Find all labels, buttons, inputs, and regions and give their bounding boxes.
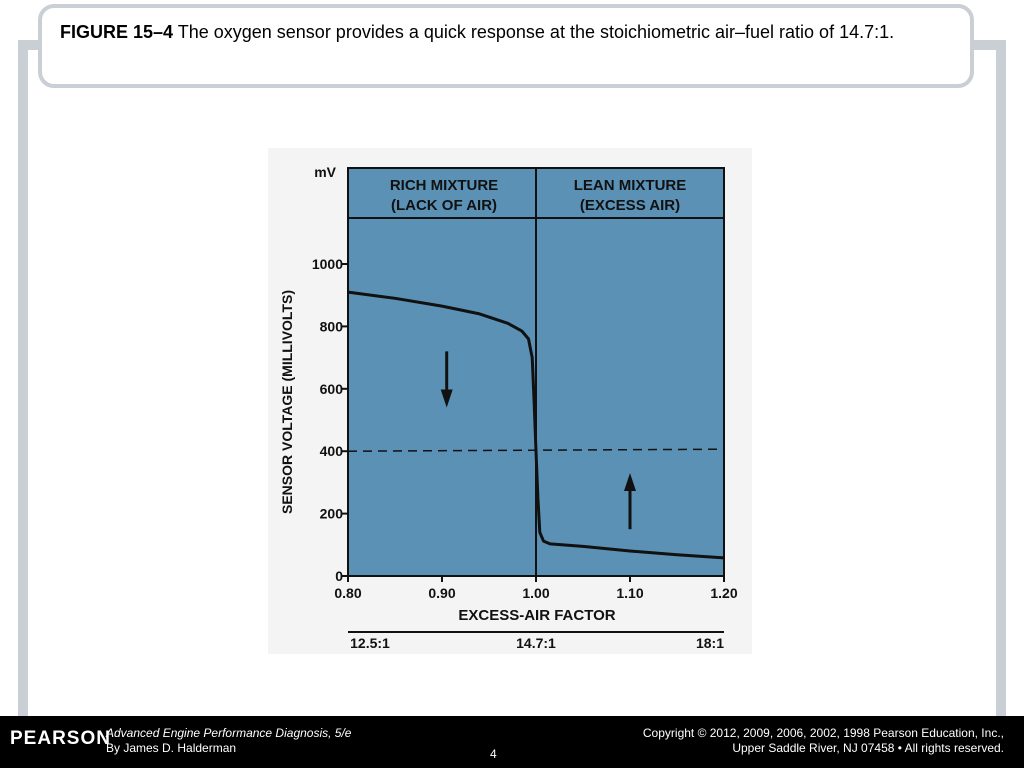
copyright-line2: Upper Saddle River, NJ 07458 • All right…	[732, 741, 1004, 755]
page-number: 4	[490, 747, 497, 761]
unit-label: mV	[314, 164, 336, 180]
lean-region-label-line1: LEAN MIXTURE	[574, 177, 687, 194]
figure-caption: FIGURE 15–4 The oxygen sensor provides a…	[60, 20, 940, 44]
ratio-tick-label-1: 14.7:1	[516, 635, 556, 651]
sensor-voltage-curve	[347, 290, 725, 560]
x-tick-label-0.80: 0.80	[334, 585, 361, 601]
slide-frame-right-top	[968, 40, 1006, 50]
caption-box	[38, 4, 974, 88]
chart-svg: mV RICH MIXTURE (LACK OF AIR) LEAN MIXTU…	[268, 148, 752, 654]
ratio-tick-label-0: 12.5:1	[350, 635, 390, 651]
y-tick-label-200: 200	[320, 506, 344, 522]
figure-caption-text: The oxygen sensor provides a quick respo…	[173, 22, 895, 42]
copyright-line1: Copyright © 2012, 2009, 2006, 2002, 1998…	[642, 726, 1004, 740]
oxygen-sensor-chart: mV RICH MIXTURE (LACK OF AIR) LEAN MIXTU…	[268, 148, 752, 654]
figure-label: FIGURE 15–4	[60, 22, 174, 42]
book-title: Advanced Engine Performance Diagnosis, 5…	[106, 726, 352, 740]
chart-marks: 0 200 400 600 800 1000 0.80 0.90 1.00 1.10 1.20 12.…	[312, 168, 738, 651]
x-tick-label-1.10: 1.10	[616, 585, 643, 601]
x-tick-label-1.00: 1.00	[522, 585, 549, 601]
y-tick-label-1000: 1000	[312, 256, 343, 272]
book-author: By James D. Halderman	[106, 741, 237, 755]
x-axis-label: EXCESS-AIR FACTOR	[458, 607, 615, 624]
ratio-tick-label-2: 18:1	[696, 635, 724, 651]
pearson-logo: PEARSON	[10, 728, 111, 749]
copyright-notice: Copyright © 2012, 2009, 2006, 2002, 1998…	[643, 726, 1004, 756]
slide-frame-left	[18, 40, 28, 716]
rich-region-label-line1: RICH MIXTURE	[390, 177, 498, 194]
x-tick-label-1.20: 1.20	[710, 585, 737, 601]
y-tick-label-0: 0	[335, 568, 343, 584]
y-axis-label: SENSOR VOLTAGE (MILLIVOLTS)	[279, 290, 295, 514]
lean-region-label-line2: (EXCESS AIR)	[580, 197, 680, 214]
slide-footer: PEARSON Advanced Engine Performance Diag…	[0, 716, 1024, 768]
y-tick-label-600: 600	[320, 381, 344, 397]
arrow-up-head	[624, 473, 636, 492]
arrow-down-head	[440, 389, 453, 408]
y-tick-label-400: 400	[320, 443, 344, 459]
slide-frame-left-top	[18, 40, 44, 50]
slide-frame-right	[996, 40, 1006, 716]
x-tick-label-0.90: 0.90	[428, 585, 455, 601]
y-tick-label-800: 800	[320, 318, 344, 334]
rich-region-label-line2: (LACK OF AIR)	[391, 197, 497, 214]
book-info: Advanced Engine Performance Diagnosis, 5…	[106, 726, 351, 756]
